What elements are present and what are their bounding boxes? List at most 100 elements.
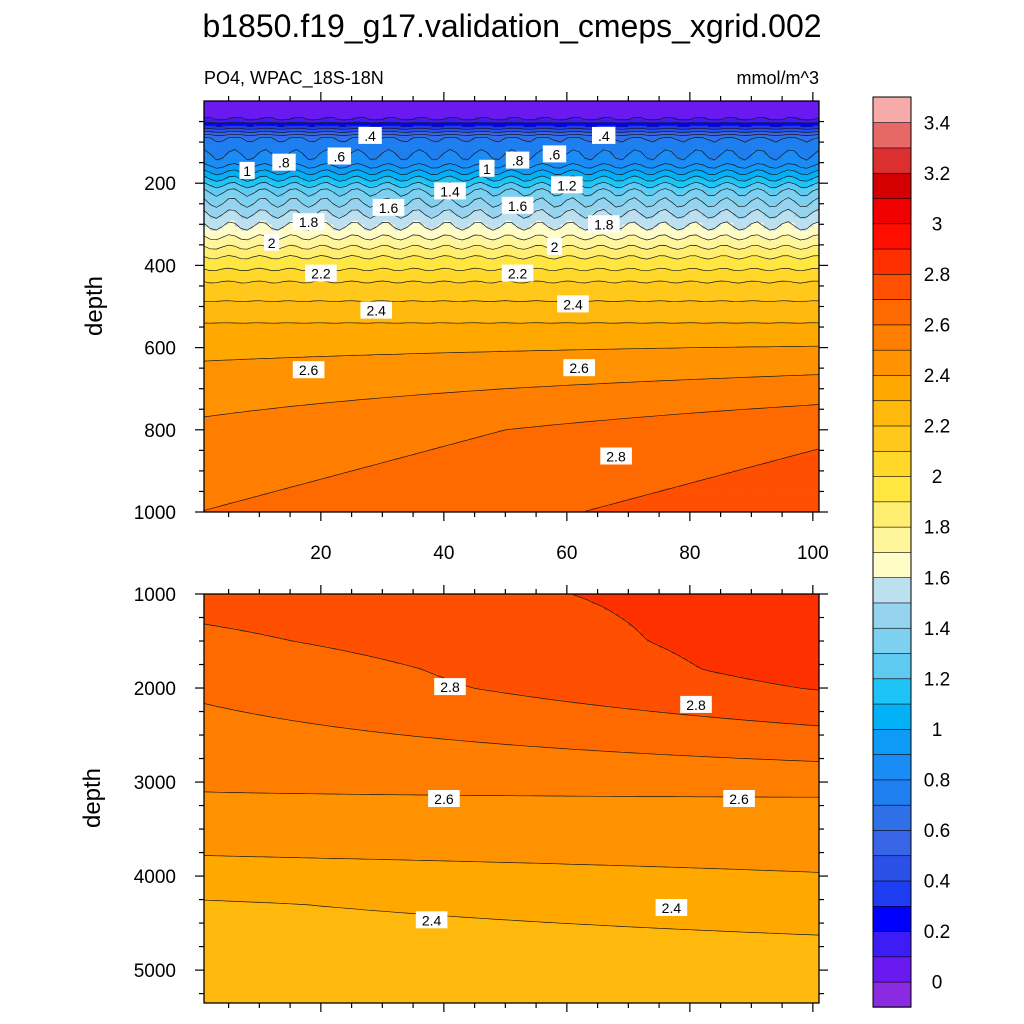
field-cell — [800, 106, 808, 110]
field-cell — [388, 116, 396, 120]
field-cell — [806, 134, 814, 138]
field-cell — [204, 116, 211, 120]
field-cell — [505, 112, 513, 116]
field-cell — [517, 108, 525, 112]
field-cell — [468, 112, 476, 116]
field-cell — [499, 140, 506, 144]
field-cell — [431, 104, 439, 108]
field-cell — [806, 144, 814, 148]
field-cell — [714, 144, 722, 148]
field-cell — [775, 126, 783, 130]
field-cell — [591, 103, 599, 106]
field-cell — [628, 142, 636, 146]
field-cell — [529, 126, 537, 130]
field-cell — [486, 140, 494, 144]
field-cell — [253, 118, 260, 122]
field-cell — [554, 122, 562, 126]
field-cell — [757, 104, 765, 108]
field-cell — [370, 101, 377, 104]
field-cell — [659, 140, 666, 144]
field-cell — [363, 110, 371, 114]
field-cell — [351, 130, 359, 134]
field-cell — [671, 122, 679, 126]
field-cell — [775, 114, 783, 118]
field-cell — [726, 138, 734, 142]
field-cell — [234, 136, 242, 140]
field-cell — [640, 144, 648, 148]
field-cell — [523, 132, 531, 136]
field-cell — [234, 138, 242, 142]
field-cell — [566, 104, 574, 108]
field-cell — [450, 114, 457, 118]
field-cell — [763, 124, 771, 128]
field-cell — [573, 106, 580, 110]
field-cell — [234, 142, 242, 146]
field-cell — [363, 142, 371, 146]
field-cell — [437, 116, 445, 120]
field-cell — [689, 122, 697, 126]
field-cell — [204, 140, 211, 144]
field-cell — [579, 116, 586, 120]
field-cell — [247, 138, 254, 142]
field-cell — [720, 118, 728, 122]
field-cell — [400, 110, 408, 114]
field-cell — [732, 114, 740, 118]
field-cell — [253, 124, 260, 128]
field-cell — [560, 106, 568, 110]
field-cell — [413, 136, 420, 140]
field-cell — [382, 108, 390, 112]
field-cell — [769, 108, 777, 112]
field-cell — [800, 136, 808, 140]
field-cell — [222, 101, 230, 104]
field-cell — [388, 118, 396, 122]
field-cell — [413, 124, 420, 128]
field-cell — [708, 138, 716, 142]
field-cell — [296, 118, 303, 122]
field-cell — [757, 110, 765, 114]
field-cell — [351, 128, 359, 132]
field-cell — [259, 130, 267, 134]
field-cell — [468, 132, 476, 136]
field-cell — [609, 110, 617, 114]
field-cell — [456, 104, 463, 108]
field-cell — [702, 142, 709, 146]
field-cell — [425, 118, 433, 122]
field-cell — [376, 112, 383, 116]
field-cell — [585, 120, 593, 124]
field-cell — [646, 136, 654, 140]
field-cell — [585, 118, 593, 122]
field-cell — [210, 122, 217, 126]
field-cell — [228, 114, 236, 118]
field-cell — [659, 103, 666, 106]
field-cell — [517, 104, 525, 108]
field-cell — [634, 136, 642, 140]
field-cell — [751, 132, 759, 136]
field-cell — [413, 118, 420, 122]
field-cell — [523, 114, 531, 118]
field-cell — [628, 140, 636, 144]
field-cell — [529, 142, 537, 146]
field-cell — [283, 110, 291, 114]
field-cell — [800, 134, 808, 138]
field-cell — [499, 134, 506, 138]
field-cell — [382, 144, 390, 148]
field-cell — [769, 128, 777, 132]
field-cell — [493, 104, 500, 108]
field-cell — [394, 128, 402, 132]
field-cell — [585, 101, 593, 104]
field-cell — [271, 101, 279, 104]
field-cell — [210, 110, 217, 114]
field-cell — [370, 108, 377, 112]
field-cell — [757, 108, 765, 112]
field-cell — [745, 126, 752, 130]
field-cell — [437, 132, 445, 136]
field-cell — [573, 130, 580, 134]
field-cell — [788, 104, 795, 108]
field-cell — [806, 104, 814, 108]
field-cell — [523, 122, 531, 126]
field-cell — [757, 122, 765, 126]
field-cell — [425, 134, 433, 138]
field-cell — [800, 103, 808, 106]
field-cell — [591, 122, 599, 126]
field-cell — [683, 140, 691, 144]
